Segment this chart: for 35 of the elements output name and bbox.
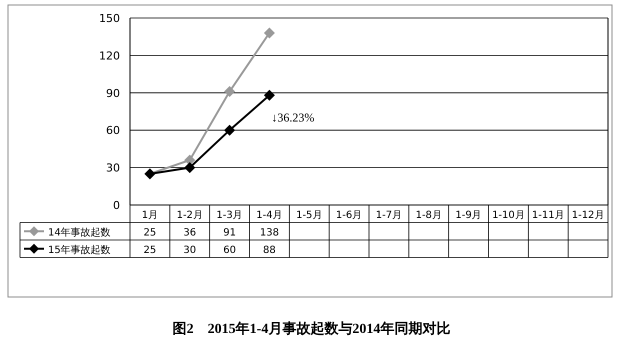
x-tick-label: 1-8月 — [416, 210, 442, 221]
x-tick-label: 1-9月 — [455, 210, 482, 221]
y-tick-label: 150 — [99, 12, 120, 25]
x-tick-label: 1-7月 — [376, 210, 402, 221]
y-tick-label: 90 — [106, 86, 120, 100]
annotation: ↓36.23% — [271, 110, 314, 124]
x-tick-label: 1-11月 — [532, 210, 565, 221]
legend-label: 15年事故起数 — [48, 244, 111, 256]
x-tick-label: 1-12月 — [572, 210, 604, 221]
data-label: 30 — [183, 245, 196, 256]
x-tick-label: 1-10月 — [492, 210, 525, 221]
x-tick-label: 1-4月 — [256, 210, 283, 221]
point — [264, 27, 275, 38]
x-tick-label: 1-2月 — [176, 210, 203, 221]
data-label: 25 — [144, 245, 156, 256]
point — [224, 86, 236, 98]
x-tick-label: 1-3月 — [216, 210, 243, 221]
data-label: 60 — [223, 245, 236, 256]
point — [264, 90, 275, 101]
x-tick-label: 1月 — [142, 210, 158, 221]
y-tick-label: 120 — [99, 49, 120, 62]
data-label: 88 — [263, 245, 276, 256]
x-tick-label: 1-5月 — [296, 210, 322, 221]
y-tick-label: 30 — [106, 162, 120, 175]
x-tick-label: 1-6月 — [336, 210, 362, 221]
data-label: 25 — [144, 228, 156, 238]
y-tick-label: 0 — [113, 199, 120, 212]
text: 图2 2015年1-4月事故起数与2014年同期对比 — [172, 321, 450, 337]
data-label: 36 — [183, 228, 196, 238]
y-tick-label: 60 — [106, 124, 120, 138]
legend-label: 14年事故起数 — [48, 226, 111, 238]
point — [184, 162, 196, 174]
point — [224, 124, 236, 136]
data-label: 138 — [260, 228, 279, 238]
data-label: 91 — [223, 228, 236, 238]
